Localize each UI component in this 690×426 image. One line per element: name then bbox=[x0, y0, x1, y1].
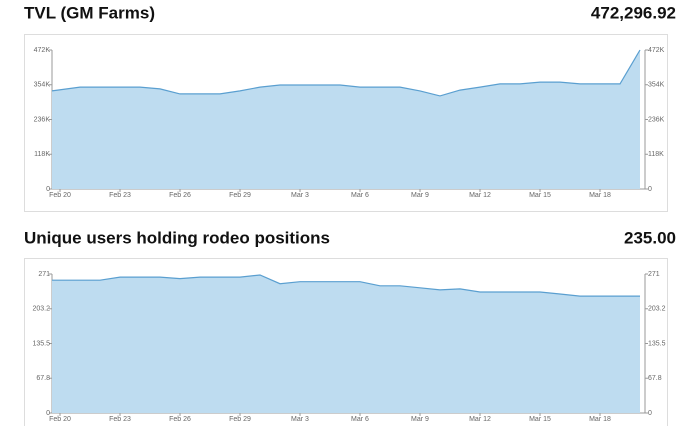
x-tick-label: Mar 6 bbox=[351, 192, 369, 199]
x-tick-label: Mar 12 bbox=[469, 416, 491, 423]
x-tick-label: Mar 3 bbox=[291, 416, 309, 423]
y-tick-label: 0 bbox=[46, 186, 50, 193]
area-line bbox=[51, 49, 641, 97]
x-tick-label: Feb 20 bbox=[49, 192, 71, 199]
y-tick-label: 271 bbox=[38, 271, 50, 278]
y-tick-label: 203.2 bbox=[648, 306, 666, 313]
x-tick-label: Feb 23 bbox=[109, 416, 131, 423]
panel-headline: 472,296.92 bbox=[591, 3, 676, 22]
y-tick-label: 203.2 bbox=[32, 306, 50, 313]
y-tick-label: 472K bbox=[648, 47, 665, 54]
x-tick-label: Mar 15 bbox=[529, 416, 551, 423]
y-tick-label: 0 bbox=[648, 186, 652, 193]
x-tick-label: Feb 20 bbox=[49, 416, 71, 423]
area bbox=[52, 50, 640, 189]
x-tick-label: Feb 29 bbox=[229, 416, 251, 423]
y-tick-label: 135.5 bbox=[648, 340, 666, 347]
x-tick-label: Mar 15 bbox=[529, 192, 551, 199]
y-tick-label: 67.8 bbox=[648, 375, 662, 382]
y-tick-label: 67.8 bbox=[36, 375, 50, 382]
y-tick-label: 0 bbox=[648, 410, 652, 417]
x-tick-label: Mar 9 bbox=[411, 192, 429, 199]
y-tick-label: 271 bbox=[648, 271, 660, 278]
y-tick-label: 236K bbox=[34, 116, 51, 123]
y-tick-label: 354K bbox=[648, 82, 665, 89]
x-tick-label: Mar 18 bbox=[589, 416, 611, 423]
y-tick-label: 118K bbox=[34, 151, 50, 158]
x-tick-label: Feb 23 bbox=[109, 192, 131, 199]
x-tick-label: Mar 6 bbox=[351, 416, 369, 423]
y-tick-label: 354K bbox=[34, 82, 51, 89]
y-tick-label: 472K bbox=[34, 47, 51, 54]
y-tick-label: 135.5 bbox=[32, 340, 50, 347]
x-tick-label: Mar 9 bbox=[411, 416, 429, 423]
panel-headline: 235.00 bbox=[624, 228, 676, 247]
x-tick-label: Feb 26 bbox=[169, 416, 191, 423]
y-tick-label: 0 bbox=[46, 410, 50, 417]
x-tick-label: Feb 29 bbox=[229, 192, 251, 199]
area bbox=[52, 275, 640, 413]
area-line bbox=[52, 274, 640, 297]
x-tick-label: Feb 26 bbox=[169, 192, 191, 199]
panel-title: TVL (GM Farms) bbox=[24, 3, 155, 22]
x-tick-label: Mar 12 bbox=[469, 192, 491, 199]
panel-title: Unique users holding rodeo positions bbox=[24, 228, 330, 247]
y-tick-label: 118K bbox=[648, 151, 664, 158]
x-tick-label: Mar 3 bbox=[291, 192, 309, 199]
y-tick-label: 236K bbox=[648, 116, 665, 123]
x-tick-label: Mar 18 bbox=[589, 192, 611, 199]
